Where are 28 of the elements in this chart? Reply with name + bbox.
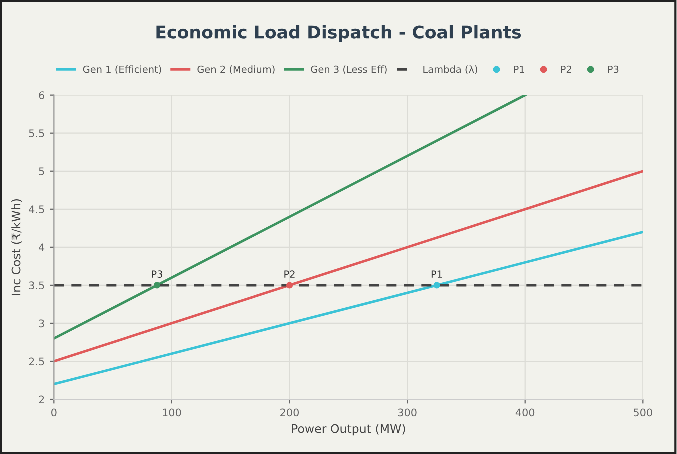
- x-tick-label: 300: [398, 408, 417, 417]
- y-tick-label: 2: [39, 396, 44, 404]
- y-tick-label: 5.5: [29, 130, 44, 138]
- y-axis-title: Inc Cost (₹/kWh): [12, 199, 22, 296]
- y-tick-label: 2.5: [29, 358, 44, 366]
- text: P1: [432, 270, 442, 278]
- y-tick-label: 6: [39, 92, 44, 100]
- text: P3: [152, 270, 162, 278]
- legend-label: P3: [608, 66, 619, 74]
- x-tick-label: 100: [163, 408, 182, 417]
- x-tick-label: 400: [516, 408, 535, 417]
- y-tick-label: 4: [39, 244, 45, 252]
- legend-label: Gen 1 (Efficient): [83, 66, 162, 74]
- x-tick-label: 200: [280, 408, 300, 417]
- text: P2: [284, 270, 295, 278]
- legend-label: Gen 3 (Less Eff): [311, 66, 387, 74]
- legend-label: Lambda (λ): [424, 66, 478, 74]
- y-tick-label: 3.5: [29, 282, 44, 290]
- legend-label: Gen 2 (Medium): [198, 66, 275, 74]
- x-tick-label: 0: [52, 408, 57, 417]
- y-tick-label: 5: [39, 168, 44, 176]
- legend-label: P1: [514, 66, 524, 74]
- y-tick-label: 4.5: [29, 206, 44, 214]
- x-axis-title: Power Output (MW): [292, 424, 406, 436]
- chart-title: Economic Load Dispatch - Coal Plants: [156, 25, 522, 42]
- legend-label: P2: [561, 66, 572, 74]
- x-tick-label: 500: [634, 408, 652, 417]
- y-tick-label: 3: [39, 320, 44, 328]
